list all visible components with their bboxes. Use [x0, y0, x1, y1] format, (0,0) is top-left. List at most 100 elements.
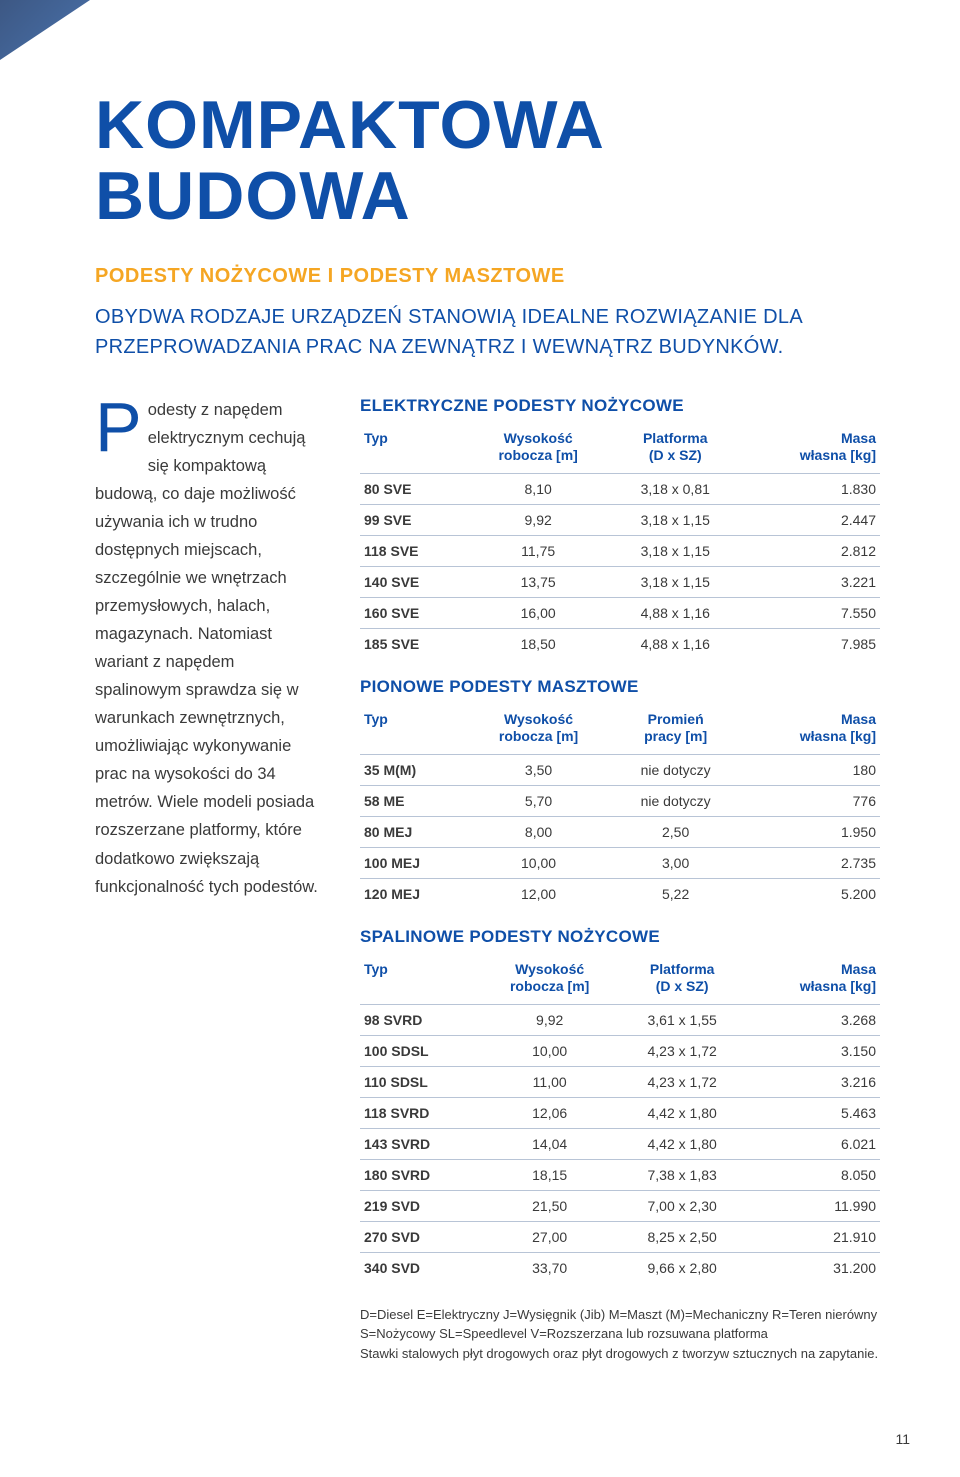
table-row: 100 MEJ10,003,002.735 — [360, 847, 880, 878]
left-column: Podesty z napędem elektrycznym cechują s… — [95, 396, 320, 1364]
table-row: 58 ME5,70nie dotyczy776 — [360, 785, 880, 816]
table-cell: 80 SVE — [360, 473, 465, 504]
table-cell: 35 M(M) — [360, 754, 466, 785]
spec-table: TypWysokośćrobocza [m]Platforma(D x SZ)M… — [360, 955, 880, 1283]
table-cell: 33,70 — [479, 1252, 620, 1283]
footnotes: D=Diesel E=Elektryczny J=Wysięgnik (Jib)… — [360, 1305, 880, 1364]
table-cell: 11.990 — [744, 1190, 880, 1221]
table-row: 99 SVE9,923,18 x 1,152.447 — [360, 504, 880, 535]
table-cell: 80 MEJ — [360, 816, 466, 847]
table-cell: 3,18 x 0,81 — [611, 473, 740, 504]
table-cell: 118 SVE — [360, 535, 465, 566]
table-header-cell: Wysokośćrobocza [m] — [479, 955, 620, 1005]
table-row: 340 SVD33,709,66 x 2,8031.200 — [360, 1252, 880, 1283]
table-cell: 8.050 — [744, 1159, 880, 1190]
table-cell: 143 SVRD — [360, 1128, 479, 1159]
table-cell: 100 SDSL — [360, 1035, 479, 1066]
table-row: 118 SVE11,753,18 x 1,152.812 — [360, 535, 880, 566]
page-title: KOMPAKTOWA BUDOWA — [95, 90, 880, 233]
table-cell: 58 ME — [360, 785, 466, 816]
right-column: ELEKTRYCZNE PODESTY NOŻYCOWETypWysokośćr… — [360, 396, 880, 1364]
table-row: 219 SVD21,507,00 x 2,3011.990 — [360, 1190, 880, 1221]
table-title: SPALINOWE PODESTY NOŻYCOWE — [360, 927, 880, 947]
table-row: 160 SVE16,004,88 x 1,167.550 — [360, 597, 880, 628]
footnote-line: D=Diesel E=Elektryczny J=Wysięgnik (Jib)… — [360, 1305, 880, 1325]
table-cell: 5,70 — [466, 785, 611, 816]
table-cell: 3.150 — [744, 1035, 880, 1066]
table-row: 143 SVRD14,044,42 x 1,806.021 — [360, 1128, 880, 1159]
corner-accent — [0, 0, 90, 60]
table-cell: 98 SVRD — [360, 1004, 479, 1035]
table-cell: 776 — [740, 785, 880, 816]
table-cell: 5.200 — [740, 878, 880, 909]
content-columns: Podesty z napędem elektrycznym cechują s… — [95, 396, 880, 1364]
table-header-cell: Wysokośćrobocza [m] — [466, 705, 611, 755]
body-text: odesty z napędem elektrycznym cechują si… — [95, 401, 318, 896]
table-cell: 12,06 — [479, 1097, 620, 1128]
table-cell: 18,15 — [479, 1159, 620, 1190]
table-header-cell: Masawłasna [kg] — [740, 424, 880, 474]
table-cell: 16,00 — [465, 597, 611, 628]
table-cell: 4,42 x 1,80 — [620, 1097, 744, 1128]
table-cell: nie dotyczy — [611, 754, 740, 785]
table-row: 80 MEJ8,002,501.950 — [360, 816, 880, 847]
table-cell: 4,88 x 1,16 — [611, 597, 740, 628]
table-cell: 5.463 — [744, 1097, 880, 1128]
table-cell: 99 SVE — [360, 504, 465, 535]
table-cell: 11,00 — [479, 1066, 620, 1097]
table-cell: 100 MEJ — [360, 847, 466, 878]
spec-table: TypWysokośćrobocza [m]Platforma(D x SZ)M… — [360, 424, 880, 659]
table-cell: 18,50 — [465, 628, 611, 659]
footnote-line: Stawki stalowych płyt drogowych oraz pły… — [360, 1344, 880, 1364]
table-title: PIONOWE PODESTY MASZTOWE — [360, 677, 880, 697]
table-header-cell: Typ — [360, 955, 479, 1005]
table-cell: 12,00 — [466, 878, 611, 909]
table-cell: 21.910 — [744, 1221, 880, 1252]
table-cell: 2.812 — [740, 535, 880, 566]
table-cell: 7.985 — [740, 628, 880, 659]
table-cell: 27,00 — [479, 1221, 620, 1252]
table-cell: 6.021 — [744, 1128, 880, 1159]
intro-text: OBYDWA RODZAJE URZĄDZEŃ STANOWIĄ IDEALNE… — [95, 302, 815, 362]
table-cell: 9,66 x 2,80 — [620, 1252, 744, 1283]
table-cell: 3,61 x 1,55 — [620, 1004, 744, 1035]
table-cell: 9,92 — [479, 1004, 620, 1035]
table-cell: 219 SVD — [360, 1190, 479, 1221]
subheading: PODESTY NOŻYCOWE I PODESTY MASZTOWE — [95, 265, 880, 288]
table-cell: 3,00 — [611, 847, 740, 878]
table-cell: 110 SDSL — [360, 1066, 479, 1097]
table-cell: 4,42 x 1,80 — [620, 1128, 744, 1159]
table-title: ELEKTRYCZNE PODESTY NOŻYCOWE — [360, 396, 880, 416]
table-row: 118 SVRD12,064,42 x 1,805.463 — [360, 1097, 880, 1128]
table-cell: 3,18 x 1,15 — [611, 504, 740, 535]
table-cell: 3.221 — [740, 566, 880, 597]
table-cell: 180 SVRD — [360, 1159, 479, 1190]
table-row: 140 SVE13,753,18 x 1,153.221 — [360, 566, 880, 597]
table-cell: 5,22 — [611, 878, 740, 909]
table-cell: 3,18 x 1,15 — [611, 535, 740, 566]
table-cell: 120 MEJ — [360, 878, 466, 909]
table-header-cell: Masawłasna [kg] — [744, 955, 880, 1005]
table-cell: 8,00 — [466, 816, 611, 847]
table-row: 100 SDSL10,004,23 x 1,723.150 — [360, 1035, 880, 1066]
table-cell: 7.550 — [740, 597, 880, 628]
table-cell: 8,10 — [465, 473, 611, 504]
table-cell: 9,92 — [465, 504, 611, 535]
table-header-cell: Typ — [360, 424, 465, 474]
table-cell: 2,50 — [611, 816, 740, 847]
table-cell: 270 SVD — [360, 1221, 479, 1252]
table-cell: nie dotyczy — [611, 785, 740, 816]
footnote-line: S=Nożycowy SL=Speedlevel V=Rozszerzana l… — [360, 1324, 880, 1344]
table-cell: 7,38 x 1,83 — [620, 1159, 744, 1190]
table-cell: 160 SVE — [360, 597, 465, 628]
table-header-cell: Wysokośćrobocza [m] — [465, 424, 611, 474]
table-cell: 3,50 — [466, 754, 611, 785]
table-cell: 185 SVE — [360, 628, 465, 659]
table-cell: 2.735 — [740, 847, 880, 878]
table-cell: 3.216 — [744, 1066, 880, 1097]
table-row: 35 M(M)3,50nie dotyczy180 — [360, 754, 880, 785]
table-row: 110 SDSL11,004,23 x 1,723.216 — [360, 1066, 880, 1097]
table-cell: 180 — [740, 754, 880, 785]
table-cell: 4,23 x 1,72 — [620, 1035, 744, 1066]
table-row: 120 MEJ12,005,225.200 — [360, 878, 880, 909]
